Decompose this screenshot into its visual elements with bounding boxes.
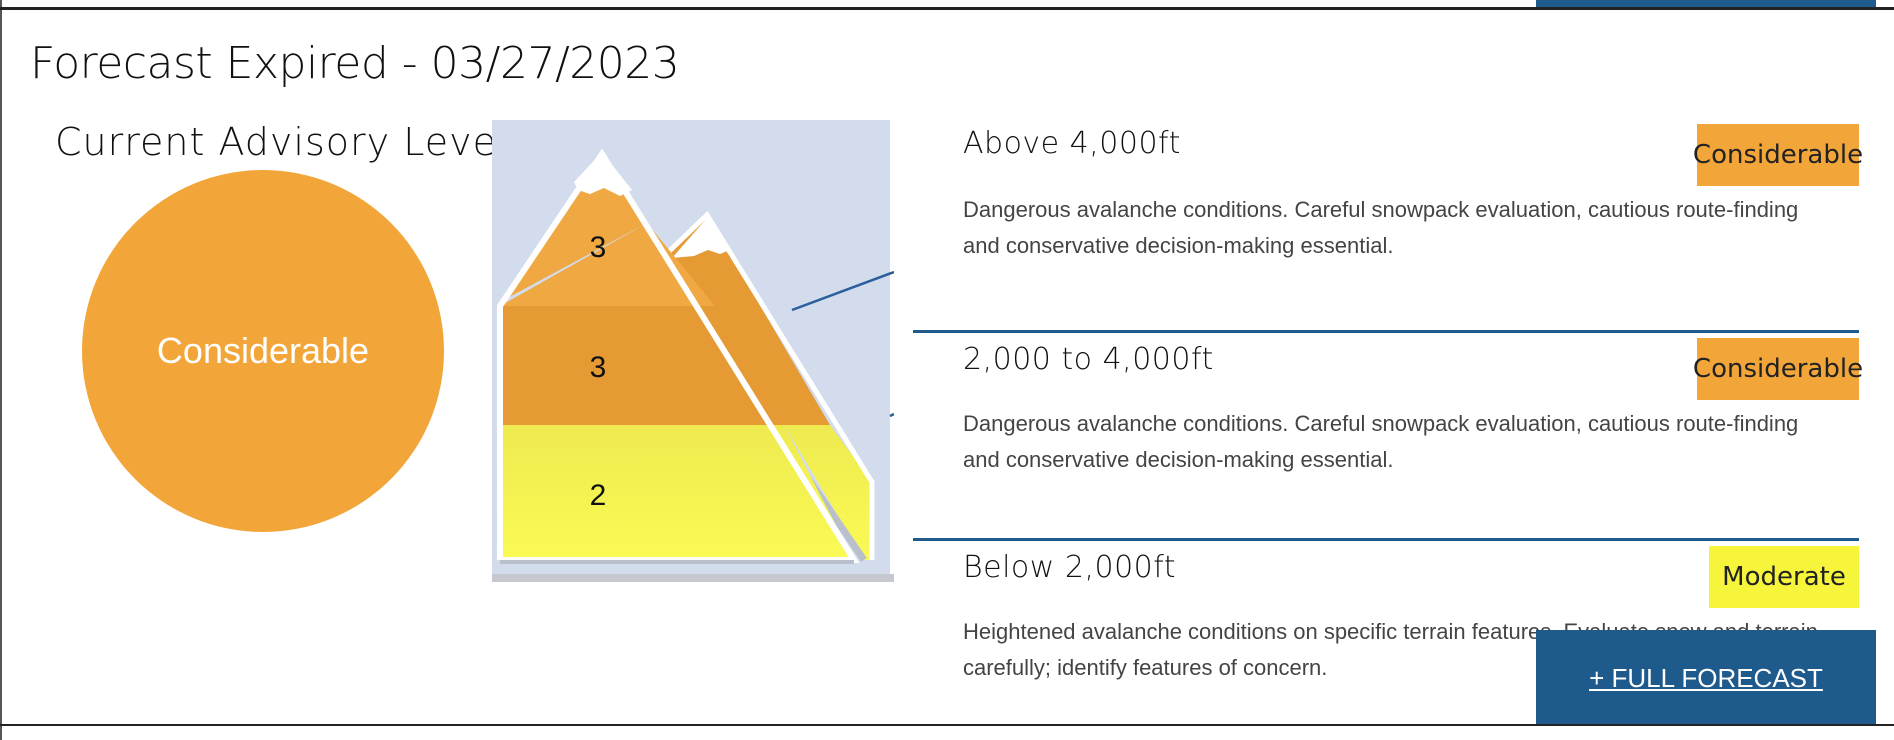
back-peak-outline [658,211,875,560]
previous-section-button[interactable] [1536,0,1876,7]
middle-pointer-line [889,412,894,418]
top-divider [0,7,1894,10]
zone-description: Dangerous avalanche conditions. Careful … [963,411,1799,472]
pyramid-shadow [492,574,894,582]
bottom-divider [0,724,1894,726]
zone-name: Below 2,000ft [963,550,1177,585]
zone-description: Dangerous avalanche conditions. Careful … [963,197,1799,258]
back-peak-snowcap [672,218,730,258]
full-forecast-button[interactable]: + FULL FORECAST [1536,630,1876,726]
full-forecast-link[interactable]: + FULL FORECAST [1589,662,1823,693]
advisory-level-label: Considerable [156,330,370,371]
zone-divider [913,538,1859,541]
zone-rating-badge: Considerable [1693,338,1863,400]
zone-rating-badge: Considerable [1693,124,1863,186]
advisory-level-circle: Considerable [82,170,444,532]
front-peak-lower [500,425,854,560]
back-peak-upper [660,215,830,425]
upper-zone-number: 3 [590,231,607,264]
left-border [0,0,2,740]
zone-name: 2,000 to 4,000ft [963,342,1214,377]
front-peak-upper [500,223,715,306]
zone-rating-badge: Moderate [1709,546,1859,608]
advisory-heading: Current Advisory Level [55,120,509,164]
back-peak-lower [784,425,872,560]
forecast-title: Forecast Expired - 03/27/2023 [30,38,680,89]
elevation-pyramid-graphic: 3 3 2 [492,120,894,582]
lower-zone-number: 2 [590,479,607,512]
front-peak-snowcap [574,152,632,196]
middle-zone-number: 3 [590,351,607,384]
upper-pointer-line [791,270,894,312]
zone-name: Above 4,000ft [963,126,1181,161]
front-peak-top [500,154,647,306]
zone-divider [913,330,1859,333]
